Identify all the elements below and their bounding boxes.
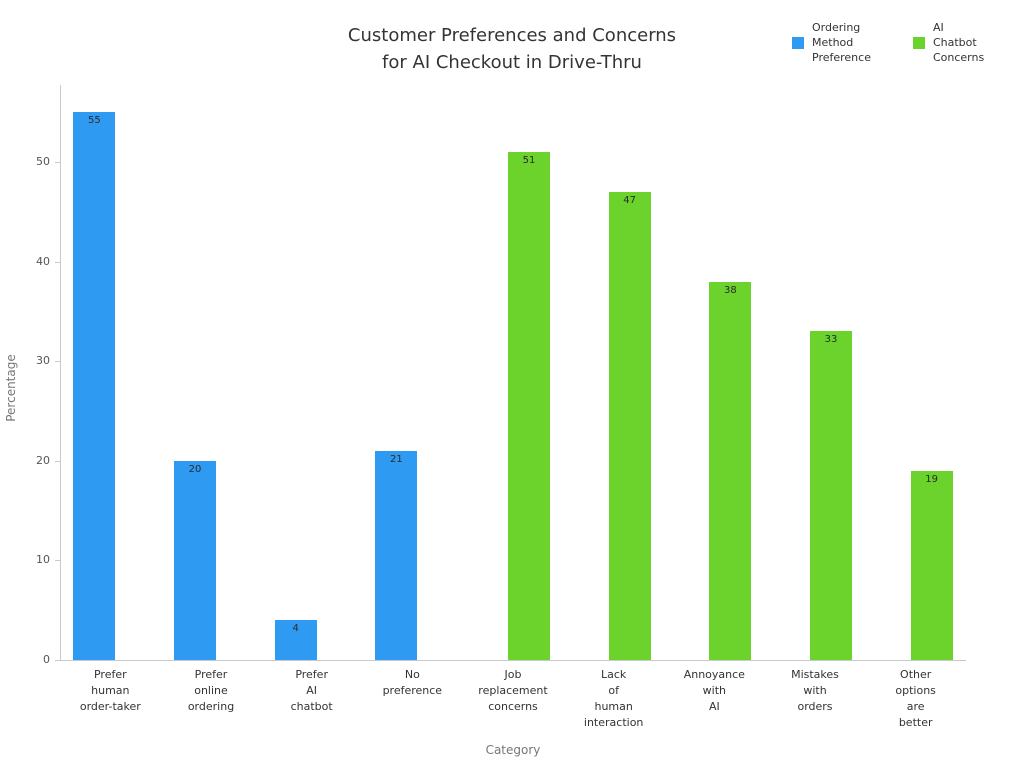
bar[interactable]: 4: [274, 620, 317, 660]
y-tick-label: 20: [36, 453, 50, 467]
legend-item-ai-chatbot-concerns[interactable]: AI Chatbot Concerns: [912, 20, 985, 65]
x-tick-label: Annoyance with AI: [683, 668, 745, 713]
y-tick-mark: [55, 460, 60, 462]
bar[interactable]: 19: [910, 470, 953, 660]
x-axis-spine: [60, 660, 966, 661]
x-tick-label: Other options are better: [895, 668, 936, 729]
legend-swatch-green-icon: [912, 36, 925, 49]
bar[interactable]: 38: [709, 281, 752, 660]
bar[interactable]: 55: [73, 112, 116, 660]
bar-value-label: 20: [188, 463, 202, 475]
legend-label: AI Chatbot Concerns: [932, 21, 985, 64]
y-tick-mark: [55, 361, 60, 363]
bar[interactable]: 33: [810, 331, 852, 660]
x-axis-title: Category: [485, 743, 541, 757]
bar[interactable]: 20: [174, 460, 216, 660]
legend-item-ordering-method-preference[interactable]: Ordering Method Preference: [792, 20, 871, 65]
y-tick-label: 40: [36, 254, 50, 268]
legend-swatch-blue-icon: [792, 36, 804, 49]
bar-value-label: 55: [87, 115, 101, 127]
y-axis-spine: [60, 85, 61, 660]
y-tick-mark: [55, 660, 60, 661]
x-tick-label: Mistakes with orders: [791, 668, 839, 713]
y-tick-label: 0: [43, 653, 50, 666]
legend-label: Ordering Method Preference: [812, 21, 871, 64]
bar[interactable]: 47: [608, 192, 651, 660]
x-tick-label: Prefer human order-taker: [79, 668, 141, 713]
bar-value-label: 51: [522, 155, 536, 167]
x-tick-label: Prefer online ordering: [187, 668, 235, 713]
bar-value-label: 38: [723, 284, 737, 296]
bar[interactable]: 51: [508, 152, 550, 660]
bar-value-label: 47: [623, 195, 637, 207]
y-tick-label: 50: [36, 155, 50, 169]
x-tick-label: Job replacement concerns: [478, 668, 548, 713]
chart-title: Customer Preferences and Concerns for AI…: [347, 25, 677, 73]
bar-value-label: 33: [824, 334, 838, 346]
y-tick-mark: [55, 162, 60, 164]
x-tick-label: No preference: [382, 668, 443, 697]
bar-value-label: 19: [925, 473, 939, 485]
bar-value-label: 4: [292, 623, 299, 635]
x-tick-label: Lack of human interaction: [583, 668, 644, 729]
bar-value-label: 21: [389, 453, 403, 465]
y-tick-label: 30: [36, 354, 50, 368]
x-tick-label: Prefer AI chatbot: [290, 668, 333, 713]
y-tick-label: 10: [36, 553, 50, 567]
bar[interactable]: 21: [375, 450, 418, 660]
legend: Ordering Method Preference AI Chatbot Co…: [792, 20, 984, 65]
y-tick-mark: [55, 261, 60, 263]
y-tick-mark: [55, 560, 60, 562]
